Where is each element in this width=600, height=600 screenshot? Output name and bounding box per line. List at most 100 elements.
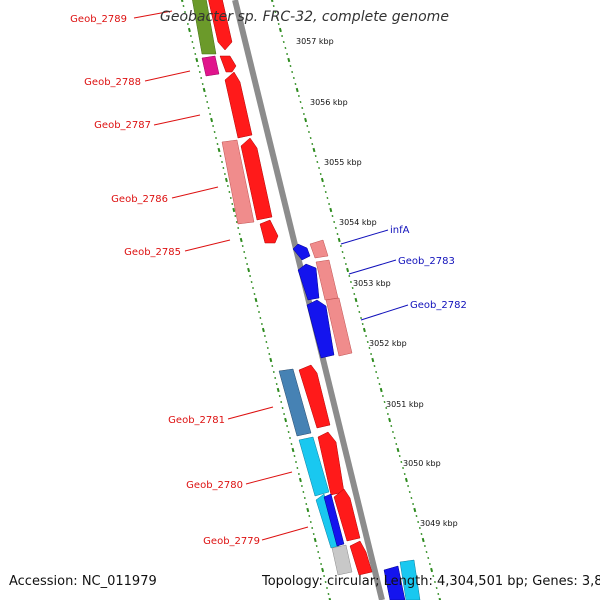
major-tick	[180, 0, 184, 3]
minor-tick	[368, 346, 371, 350]
gene-label-geob-2780[interactable]: Geob_2780	[186, 480, 243, 491]
feature-geob-2787[interactable]	[224, 71, 253, 139]
minor-tick	[435, 586, 438, 590]
major-tick	[413, 507, 417, 513]
leader-geob-2786	[171, 186, 219, 199]
leader-geob-2788	[144, 70, 191, 82]
major-tick	[312, 147, 316, 153]
scale-label: 3052 kbp	[369, 339, 407, 348]
major-tick	[396, 447, 400, 453]
gene-label-geob-2787[interactable]: Geob_2787	[94, 120, 151, 131]
minor-tick	[375, 370, 378, 374]
scale-label: 3054 kbp	[339, 218, 377, 227]
gene-label-geob-2788[interactable]: Geob_2788	[84, 77, 141, 88]
major-tick	[388, 417, 392, 423]
feature-geob-2783[interactable]	[297, 263, 320, 301]
minor-tick	[274, 10, 277, 14]
minor-tick	[276, 16, 279, 20]
gene-label-geob-2789[interactable]: Geob_2789	[70, 14, 127, 25]
major-tick	[210, 117, 214, 123]
feature-geob-2778[interactable]	[349, 540, 373, 576]
genome-summary-text: Topology: circular; Length: 4,304,501 bp…	[262, 574, 600, 589]
leader-infa	[340, 229, 389, 245]
minor-tick	[318, 166, 321, 170]
minor-tick	[408, 490, 411, 494]
feature-geob-2780-cyan[interactable]	[298, 436, 330, 497]
gene-label-geob-2781[interactable]: Geob_2781	[168, 415, 225, 426]
major-tick	[354, 297, 358, 303]
right-tick-track	[270, 0, 442, 600]
major-tick	[202, 87, 206, 93]
scale-label: 3055 kbp	[324, 158, 362, 167]
minor-tick	[360, 316, 363, 320]
leader-geob-2781	[227, 406, 274, 420]
feature-geob-2778-gray[interactable]	[331, 544, 353, 576]
scale-label: 3057 kbp	[296, 37, 334, 46]
major-tick	[404, 477, 408, 483]
scale-label: 3050 kbp	[403, 459, 441, 468]
feature-geob-2787-a[interactable]	[219, 55, 237, 73]
gene-label-geob-2786[interactable]: Geob_2786	[111, 194, 168, 205]
feature-geob-2786[interactable]	[240, 137, 273, 221]
feature-geob-2780[interactable]	[317, 431, 345, 496]
feature-geob-2779[interactable]	[333, 488, 361, 542]
minor-tick	[385, 406, 388, 410]
major-tick	[337, 237, 341, 243]
major-tick	[313, 537, 317, 543]
minor-tick	[307, 130, 310, 134]
major-tick	[276, 387, 280, 393]
major-tick	[187, 27, 191, 33]
minor-tick	[376, 376, 379, 380]
feature-geob-2789-red[interactable]	[208, 0, 233, 51]
minor-tick	[291, 70, 294, 74]
feature-geob-2786-pink[interactable]	[221, 139, 255, 225]
gene-label-geob-2783[interactable]: Geob_2783	[398, 256, 455, 267]
feature-geob-2782[interactable]	[306, 299, 335, 359]
major-tick	[321, 567, 325, 573]
feature-infa[interactable]	[292, 243, 311, 261]
gene-label-geob-2782[interactable]: Geob_2782	[410, 300, 467, 311]
minor-tick	[402, 466, 405, 470]
leader-geob-2787	[153, 114, 201, 126]
minor-tick	[284, 46, 287, 50]
feature-track	[192, 0, 421, 600]
minor-tick	[301, 106, 304, 110]
left-leader-lines	[133, 10, 309, 541]
minor-tick	[316, 160, 319, 164]
feature-geob-2782-pink[interactable]	[325, 297, 353, 357]
major-tick	[270, 0, 274, 3]
leader-geob-2780	[245, 471, 293, 485]
minor-tick	[417, 520, 420, 524]
feature-geob-2781[interactable]	[298, 364, 331, 429]
gene-label-geob-2785[interactable]: Geob_2785	[124, 247, 181, 258]
major-tick	[371, 357, 375, 363]
scale-label: 3049 kbp	[420, 519, 458, 528]
feature-geob-2779-cyan[interactable]	[315, 493, 340, 549]
minor-tick	[334, 226, 337, 230]
major-tick	[239, 237, 243, 243]
major-tick	[269, 357, 273, 363]
feature-geob-2785[interactable]	[259, 219, 279, 244]
major-tick	[254, 297, 258, 303]
feature-geob-2781-steelblue[interactable]	[278, 368, 312, 437]
feature-geob-2779-blue[interactable]	[323, 493, 345, 547]
major-tick	[379, 387, 383, 393]
feature-infa-pink[interactable]	[309, 239, 329, 259]
major-tick	[362, 327, 366, 333]
leader-geob-2783	[348, 259, 397, 275]
feature-geob-2788[interactable]	[201, 55, 220, 77]
major-tick	[421, 537, 425, 543]
gene-label-infa[interactable]: infA	[390, 225, 410, 236]
major-tick	[232, 207, 236, 213]
minor-tick	[299, 100, 302, 104]
major-tick	[430, 567, 434, 573]
right-gene-labels: infA Geob_2783 Geob_2782	[390, 225, 467, 311]
feature-geob-2789-green[interactable]	[192, 0, 217, 55]
left-tick-track	[180, 0, 332, 600]
feature-right-bottom-blue[interactable]	[383, 565, 406, 600]
feature-geob-2783-pink[interactable]	[315, 259, 339, 301]
gene-label-geob-2779[interactable]: Geob_2779	[203, 536, 260, 547]
feature-right-bottom-cyan[interactable]	[399, 559, 421, 600]
